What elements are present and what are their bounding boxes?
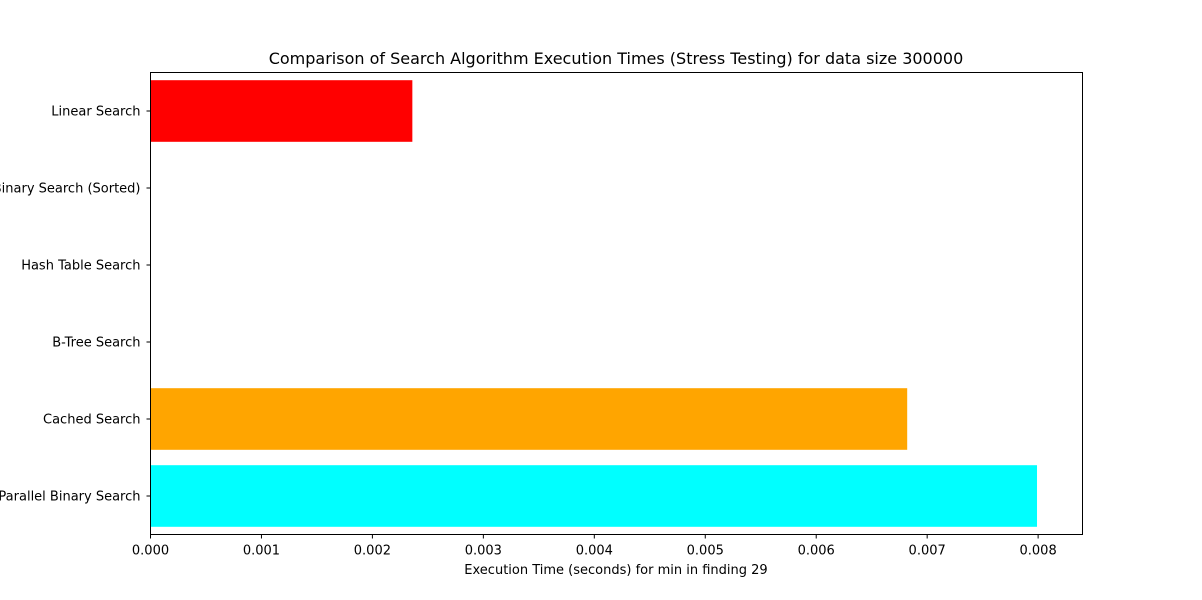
y-tick-label: Cached Search — [43, 413, 140, 428]
bar-parallel-binary-search — [150, 465, 1038, 527]
x-tick-label: 0.002 — [354, 544, 391, 559]
plot-frame — [150, 72, 1083, 535]
x-tick-label: 0.000 — [132, 544, 169, 559]
x-tick-label: 0.001 — [243, 544, 280, 559]
y-axis: Linear Search Binary Search (Sorted) Hash … — [0, 105, 151, 505]
y-tick-label: B-Tree Search — [52, 336, 140, 351]
y-tick-label: Linear Search — [51, 105, 140, 120]
x-tick-label: 0.003 — [465, 544, 502, 559]
y-tick-label: Parallel Binary Search — [0, 490, 141, 505]
bar-linear-search — [150, 80, 413, 142]
x-tick-label: 0.005 — [687, 544, 724, 559]
y-tick-label: Hash Table Search — [21, 259, 140, 274]
y-tick-label: Binary Search (Sorted) — [0, 182, 141, 197]
x-tick-label: 0.006 — [798, 544, 835, 559]
x-tick-label: 0.007 — [909, 544, 946, 559]
bar-cached-search — [150, 388, 908, 450]
x-axis-label: Execution Time (seconds) for min in find… — [464, 563, 767, 578]
x-tick-label: 0.004 — [576, 544, 613, 559]
x-tick-label: 0.008 — [1020, 544, 1057, 559]
chart-title: Comparison of Search Algorithm Execution… — [269, 49, 964, 68]
bars-group — [150, 80, 1038, 527]
x-axis: 0.000 0.001 0.002 0.003 0.004 0.005 0.006 0.007… — [132, 534, 1057, 559]
